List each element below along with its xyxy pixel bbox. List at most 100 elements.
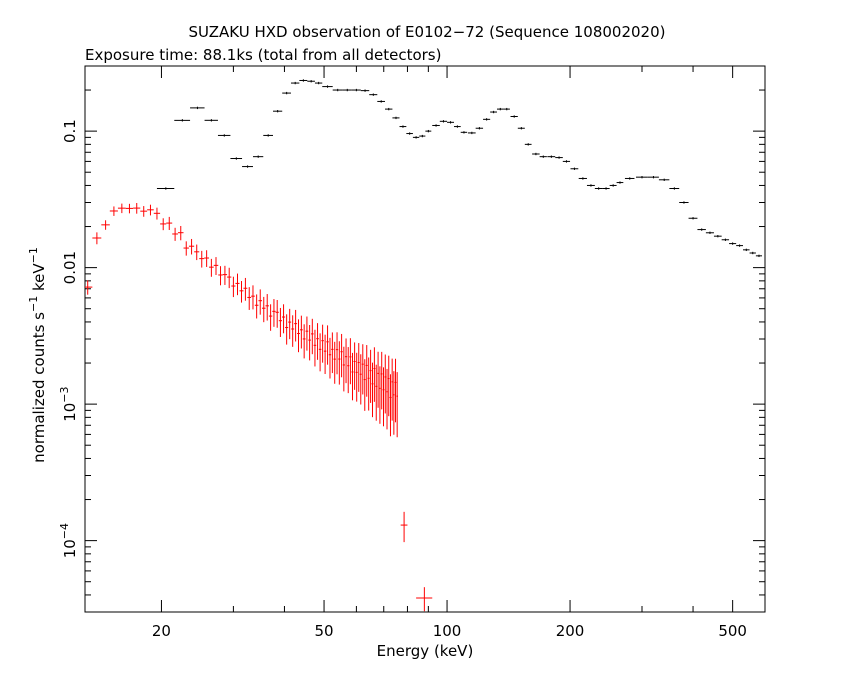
pin-point	[281, 304, 286, 334]
pin-point	[396, 372, 398, 438]
pin-point	[275, 300, 279, 328]
pin-point	[344, 338, 348, 384]
gso-point	[539, 155, 547, 158]
gso-point	[377, 100, 386, 103]
pin-point	[243, 277, 248, 301]
pin-point	[235, 273, 240, 296]
pin-point	[254, 294, 259, 319]
gso-point	[524, 143, 532, 146]
pin-point	[239, 281, 244, 303]
gso-point	[721, 238, 730, 241]
chart-subtitle: Exposure time: 88.1ks (total from all de…	[85, 46, 441, 64]
gso-point	[467, 131, 476, 135]
pin-point	[338, 341, 341, 385]
gso-point	[555, 156, 563, 159]
pin-point	[188, 238, 195, 255]
pin-point	[371, 362, 374, 418]
gso-point	[252, 155, 264, 158]
gso-point	[230, 157, 243, 160]
pin-point	[92, 232, 102, 245]
y-tick-label: 0.1	[61, 119, 79, 143]
pin-point	[378, 366, 381, 424]
pin-point	[384, 354, 387, 414]
gso-point	[342, 88, 352, 92]
pin-point	[363, 359, 366, 411]
gso-point	[204, 119, 218, 122]
pin-point	[382, 367, 385, 427]
gso-point	[586, 184, 595, 187]
pin-point	[323, 334, 327, 375]
pin-point	[85, 280, 93, 295]
gso-point	[475, 127, 484, 130]
y-tick-label: 10−4	[58, 523, 79, 558]
gso-point	[439, 120, 448, 123]
plot-frame	[84, 65, 766, 613]
gso-point	[454, 125, 461, 128]
pin-point	[355, 352, 358, 402]
gso-point	[697, 228, 706, 231]
gso-point	[517, 127, 525, 130]
gso-point	[419, 134, 426, 138]
gso-point	[755, 254, 763, 258]
pin-point	[400, 511, 408, 543]
x-tick-label: 100	[433, 622, 462, 640]
pin-point	[387, 355, 390, 417]
y-tick-label: 10−3	[58, 386, 79, 421]
pin-point	[247, 287, 252, 310]
gso-point	[242, 165, 253, 168]
pin-point	[373, 347, 376, 402]
pin-point	[308, 325, 311, 361]
gso-point	[392, 116, 400, 120]
pin-point	[204, 250, 210, 267]
pin-point	[369, 349, 372, 403]
pin-point	[380, 351, 383, 410]
x-tick-label: 20	[152, 622, 171, 640]
pin-point	[262, 296, 266, 323]
gso-point	[307, 80, 315, 83]
pin-point	[359, 354, 362, 405]
gso-point	[742, 248, 750, 252]
pin-point	[377, 351, 379, 408]
pin-point	[299, 315, 303, 349]
pin-point	[177, 225, 184, 241]
gso-point	[299, 79, 308, 82]
axis-ticks	[85, 66, 766, 613]
pin-point	[386, 368, 388, 430]
pin-point	[361, 344, 364, 395]
pin-point	[251, 285, 255, 310]
gso-point	[272, 110, 283, 113]
gso-point	[447, 121, 455, 124]
pin-point	[351, 352, 354, 401]
x-tick-label: 50	[314, 622, 333, 640]
y-axis-label-mid: keV	[30, 263, 48, 296]
pin-point	[285, 314, 289, 345]
pin-point	[227, 267, 232, 289]
gso-point	[263, 134, 273, 137]
pin-point	[140, 206, 148, 217]
pin-point	[199, 250, 205, 268]
pin-point	[160, 218, 167, 231]
gso-point	[532, 152, 540, 156]
gso-point	[679, 201, 689, 204]
pin-point	[222, 265, 228, 285]
gso-point	[688, 217, 698, 220]
pin-point	[183, 241, 189, 256]
pin-point	[389, 374, 392, 437]
gso-point	[669, 187, 680, 190]
gso-point	[616, 181, 624, 184]
gso-point	[399, 125, 407, 128]
pin-point	[316, 323, 319, 360]
gso-point	[510, 115, 518, 118]
pin-point	[349, 338, 352, 385]
gso-point	[547, 155, 556, 158]
gso-point	[483, 118, 491, 121]
pin-point	[291, 315, 295, 347]
gso-point	[425, 129, 432, 133]
pin-point	[367, 357, 370, 411]
y-tick-label: 0.01	[61, 251, 79, 284]
pin-point	[101, 220, 110, 230]
gso-point	[713, 234, 722, 238]
pin-point	[272, 299, 276, 327]
gso-point	[705, 231, 714, 234]
gso-point	[460, 131, 468, 134]
